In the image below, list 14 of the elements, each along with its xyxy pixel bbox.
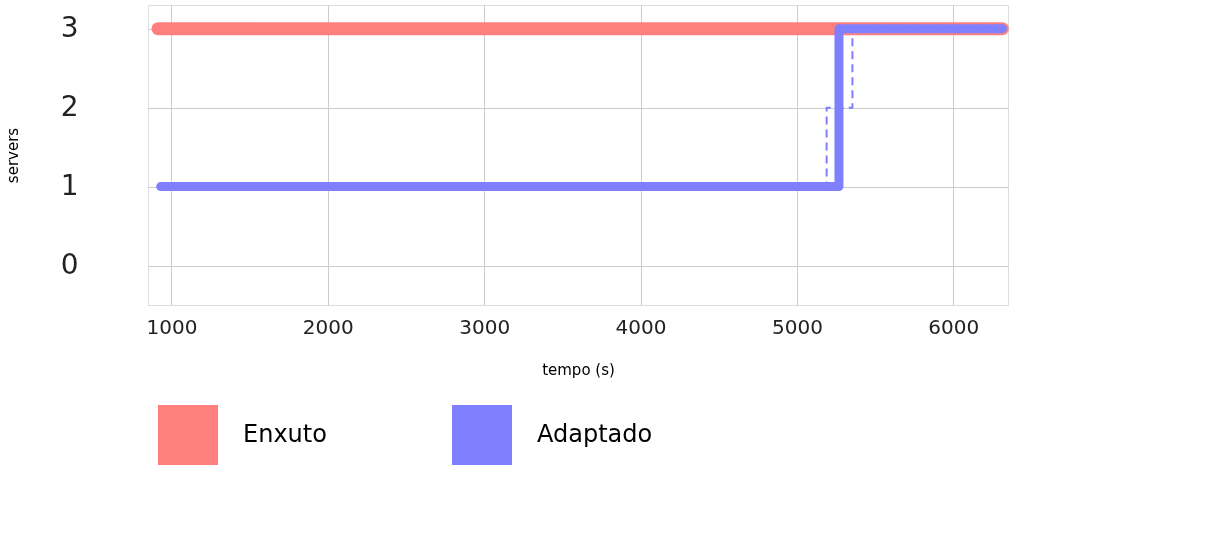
y-tick-label: 2	[60, 90, 79, 124]
x-tick-label: 1000	[146, 314, 198, 339]
x-tick-label: 5000	[771, 314, 823, 339]
y-tick-label: 1	[60, 169, 79, 203]
y-tick-label: 3	[60, 11, 79, 45]
x-tick-label: 6000	[928, 314, 980, 339]
y-axis-title: servers	[3, 127, 22, 184]
x-tick-label: 4000	[615, 314, 667, 339]
x-tick-label: 2000	[302, 314, 354, 339]
x-tick-label: 3000	[459, 314, 511, 339]
y-tick-label: 0	[60, 248, 79, 282]
legend-label: Enxuto	[243, 420, 327, 448]
legend-label: Adaptado	[537, 420, 653, 448]
x-axis-title: tempo (s)	[542, 360, 615, 379]
